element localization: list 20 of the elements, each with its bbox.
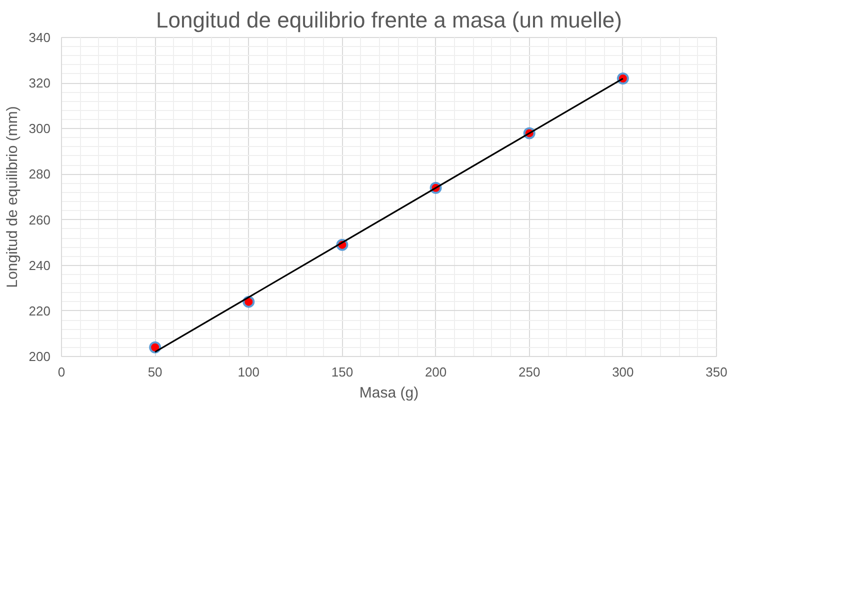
point <box>616 72 629 85</box>
x-tick-label: 200 <box>424 364 447 380</box>
chart-title: Longitud de equilibrio frente a masa (un muelle) <box>156 8 622 32</box>
x-tick-label: 50 <box>148 364 162 380</box>
x-axis-title: Masa (g) <box>359 384 419 402</box>
y-axis-title: Longitud de equilibrio (mm) <box>4 106 21 288</box>
y-tick-label: 240 <box>28 258 51 273</box>
x-tick-label: 250 <box>518 364 540 380</box>
x-tick-label: 300 <box>612 364 634 380</box>
x-tick-label: 150 <box>331 364 354 380</box>
y-tick-label: 320 <box>28 76 51 91</box>
y-tick-label: 220 <box>28 303 51 318</box>
x-tick-label: 100 <box>238 364 260 380</box>
y-tick-label: 340 <box>28 30 51 45</box>
x-tick-label: 350 <box>706 364 728 380</box>
y-tick-label: 280 <box>28 166 51 182</box>
y-tick-label: 300 <box>28 121 51 136</box>
x-tick-label: 0 <box>58 364 66 380</box>
y-tick-label: 260 <box>28 212 51 228</box>
y-tick-label: 200 <box>28 349 51 364</box>
